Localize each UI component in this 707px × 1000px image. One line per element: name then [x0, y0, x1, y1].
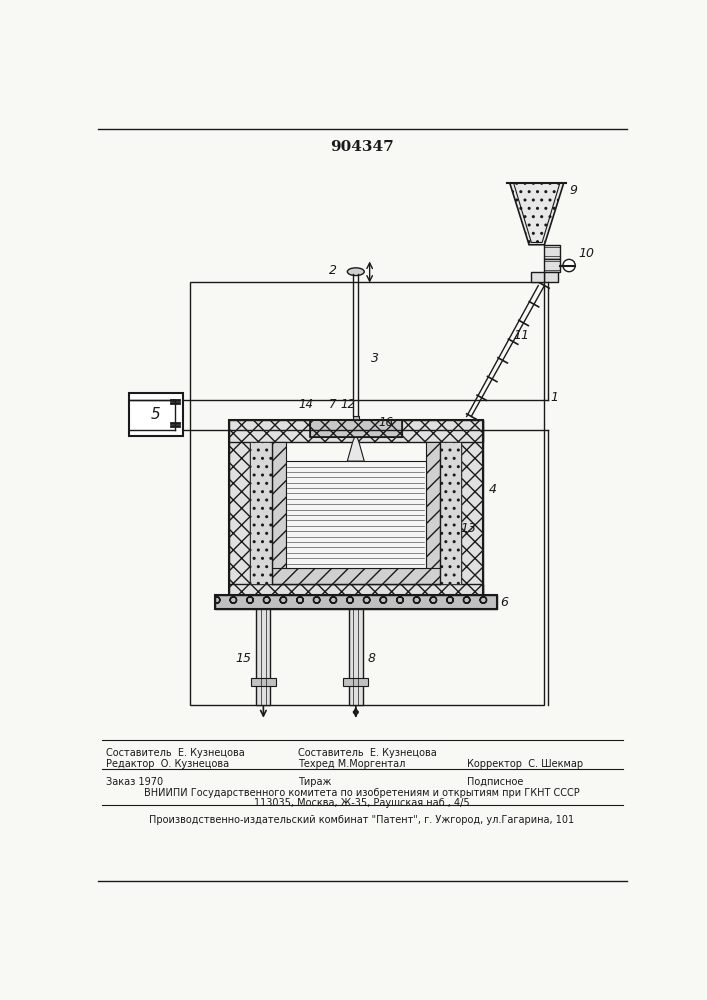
Bar [229, 584, 483, 605]
Bar [257, 609, 270, 705]
Ellipse shape [347, 268, 364, 276]
Bar [229, 420, 483, 442]
Bar [215, 595, 497, 609]
Text: Редактор  О. Кузнецова: Редактор О. Кузнецова [105, 759, 228, 769]
Text: Заказ 1970: Заказ 1970 [105, 777, 163, 787]
Bar [229, 420, 250, 605]
Bar [229, 420, 483, 605]
Text: Тираж: Тираж [298, 777, 332, 787]
Bar [544, 272, 559, 282]
Bar [544, 259, 560, 272]
Text: 3: 3 [371, 352, 379, 365]
Bar [272, 568, 440, 584]
Bar [544, 245, 560, 259]
Text: ВНИИПИ Государственного комитета по изобретениям и открытиям при ГКНТ СССР: ВНИИПИ Государственного комитета по изоб… [144, 788, 580, 798]
Bar [461, 420, 483, 605]
Text: 12: 12 [341, 398, 356, 411]
Text: Производственно-издательский комбинат "Патент", г. Ужгород, ул.Гагарина, 101: Производственно-издательский комбинат "П… [149, 815, 575, 825]
Text: 7: 7 [329, 398, 337, 411]
Bar [272, 442, 286, 584]
Text: 904347: 904347 [330, 140, 394, 154]
Text: Подписное: Подписное [467, 777, 524, 787]
Text: 113035, Москва, Ж-35, Раушская наб., 4/5: 113035, Москва, Ж-35, Раушская наб., 4/5 [254, 798, 469, 808]
Text: 8: 8 [368, 652, 375, 666]
Text: 5: 5 [151, 407, 160, 422]
Bar [310, 420, 402, 437]
Bar [426, 442, 440, 584]
Bar [286, 461, 426, 568]
Bar [129, 393, 182, 436]
Text: 6: 6 [501, 596, 508, 609]
Text: Составитель  Е. Кузнецова: Составитель Е. Кузнецова [105, 748, 245, 758]
Bar [353, 416, 359, 434]
Bar [250, 442, 272, 584]
Text: 9: 9 [570, 184, 578, 197]
Text: Техред М.Моргентал: Техред М.Моргентал [298, 759, 405, 769]
Polygon shape [347, 434, 364, 461]
Text: 14: 14 [298, 398, 313, 411]
Text: 16: 16 [379, 416, 394, 429]
Bar [344, 678, 368, 686]
Text: 1: 1 [551, 391, 559, 404]
Bar [310, 420, 402, 437]
Text: 2: 2 [329, 264, 337, 277]
Text: 15: 15 [236, 652, 252, 666]
Text: Составитель  Е. Кузнецова: Составитель Е. Кузнецова [298, 748, 437, 758]
Text: 4: 4 [489, 483, 497, 496]
Bar [440, 442, 461, 584]
Text: 13: 13 [461, 522, 477, 535]
Polygon shape [510, 183, 563, 245]
Bar [530, 272, 544, 282]
Text: 10: 10 [578, 247, 595, 260]
Circle shape [563, 259, 575, 272]
Bar [251, 678, 276, 686]
Bar [349, 609, 363, 705]
Text: 11: 11 [513, 329, 529, 342]
Bar [190, 282, 544, 705]
Bar [215, 595, 497, 609]
Text: Корректор  С. Шекмар: Корректор С. Шекмар [467, 759, 583, 769]
